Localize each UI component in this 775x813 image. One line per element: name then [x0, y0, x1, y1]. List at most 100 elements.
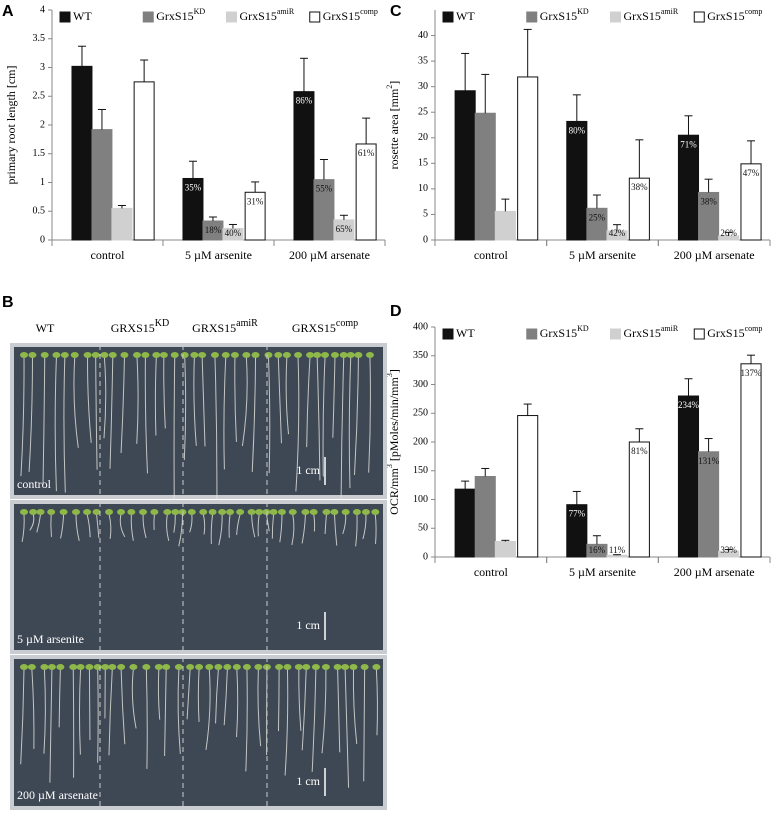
root — [88, 668, 91, 741]
root — [301, 668, 307, 751]
root — [20, 668, 25, 765]
root — [189, 513, 193, 533]
legend-sup: amiR — [661, 7, 679, 16]
panel-letter: A — [2, 3, 14, 20]
seedling — [275, 664, 284, 670]
percent-label: 31% — [247, 196, 264, 206]
percent-label: 16% — [589, 545, 606, 555]
x-tick-label: control — [474, 565, 509, 579]
root — [197, 668, 200, 722]
root — [73, 356, 79, 448]
seedling — [174, 664, 183, 670]
seedling — [247, 509, 256, 515]
y-axis-label: primary root length [cm] — [4, 66, 18, 185]
bar — [677, 134, 700, 241]
bar — [293, 91, 315, 241]
legend-label: GrxS15comp — [707, 324, 762, 339]
y-axis-label: rosette area [mm2] — [385, 81, 400, 170]
error-bar — [704, 178, 713, 193]
seedling — [333, 664, 342, 670]
error-bar — [523, 403, 532, 416]
legend-label: GrxS15comp — [707, 7, 762, 22]
root — [332, 356, 336, 438]
y-tick-label: 100 — [413, 494, 428, 505]
seedling — [269, 509, 278, 515]
seedling — [372, 664, 381, 670]
legend-name: GrxS15 — [624, 9, 661, 23]
percent-label: 33% — [720, 545, 737, 555]
seedling — [360, 664, 369, 670]
seedling — [349, 664, 358, 670]
seedling — [127, 509, 136, 515]
scale-label: 1 cm — [296, 774, 320, 788]
bar — [71, 65, 93, 241]
root — [205, 668, 211, 750]
legend-sup: KD — [577, 7, 589, 16]
seedling — [56, 664, 65, 670]
seedling — [178, 509, 187, 515]
percent-label: 131% — [698, 456, 720, 466]
y-axis-label-part: ] — [387, 81, 401, 85]
root — [355, 513, 358, 547]
error-bar — [523, 28, 532, 77]
seedling — [264, 352, 273, 358]
legend-label: WT — [456, 326, 475, 340]
root — [352, 668, 358, 744]
root — [78, 668, 82, 755]
bar — [454, 488, 476, 558]
legend-swatch — [59, 11, 71, 23]
seedling — [218, 509, 227, 515]
y-tick-label: 400 — [413, 321, 428, 332]
legend-sup: comp — [745, 7, 763, 16]
root — [368, 356, 371, 473]
y-tick-label: 2 — [40, 119, 45, 130]
error-bar — [724, 231, 733, 236]
seedling — [20, 509, 28, 515]
percent-label: 65% — [336, 224, 353, 234]
seedling — [76, 664, 85, 670]
root — [311, 668, 317, 772]
seedling — [214, 664, 223, 670]
root — [251, 356, 257, 472]
seedling — [371, 509, 380, 515]
root — [277, 356, 282, 444]
legend-swatch — [226, 11, 237, 23]
panel-letter: B — [2, 294, 14, 311]
error-bar — [228, 223, 237, 229]
root — [201, 356, 206, 447]
genotype-label: GRXS15amiR — [192, 318, 258, 335]
seedling — [242, 352, 251, 358]
root — [375, 668, 378, 736]
root — [95, 356, 98, 470]
genotype-sup: comp — [336, 318, 358, 329]
root — [214, 356, 218, 500]
root — [130, 513, 134, 541]
seedling — [92, 509, 101, 515]
root — [313, 513, 316, 532]
root — [257, 513, 260, 537]
legend-name: GrxS15 — [707, 9, 744, 23]
seedling — [27, 664, 36, 670]
error-bar — [572, 490, 581, 505]
legend-label: WT — [73, 9, 92, 23]
seedling — [108, 664, 117, 670]
legend-name: WT — [73, 9, 92, 23]
seedling — [313, 352, 322, 358]
seedling — [91, 352, 100, 358]
root — [337, 668, 341, 753]
legend-label: GrxS15KD — [540, 7, 589, 22]
root — [120, 356, 125, 454]
error-bar — [613, 224, 622, 231]
root — [108, 513, 112, 539]
error-bar — [299, 57, 308, 92]
seedling — [170, 352, 179, 358]
percent-label: 40% — [225, 228, 242, 238]
percent-label: 86% — [296, 96, 313, 106]
root — [142, 513, 147, 539]
error-bar — [501, 539, 510, 542]
genotype-sup: amiR — [236, 318, 258, 329]
seedling — [120, 352, 129, 358]
bar — [740, 363, 762, 558]
seedling — [47, 509, 56, 515]
